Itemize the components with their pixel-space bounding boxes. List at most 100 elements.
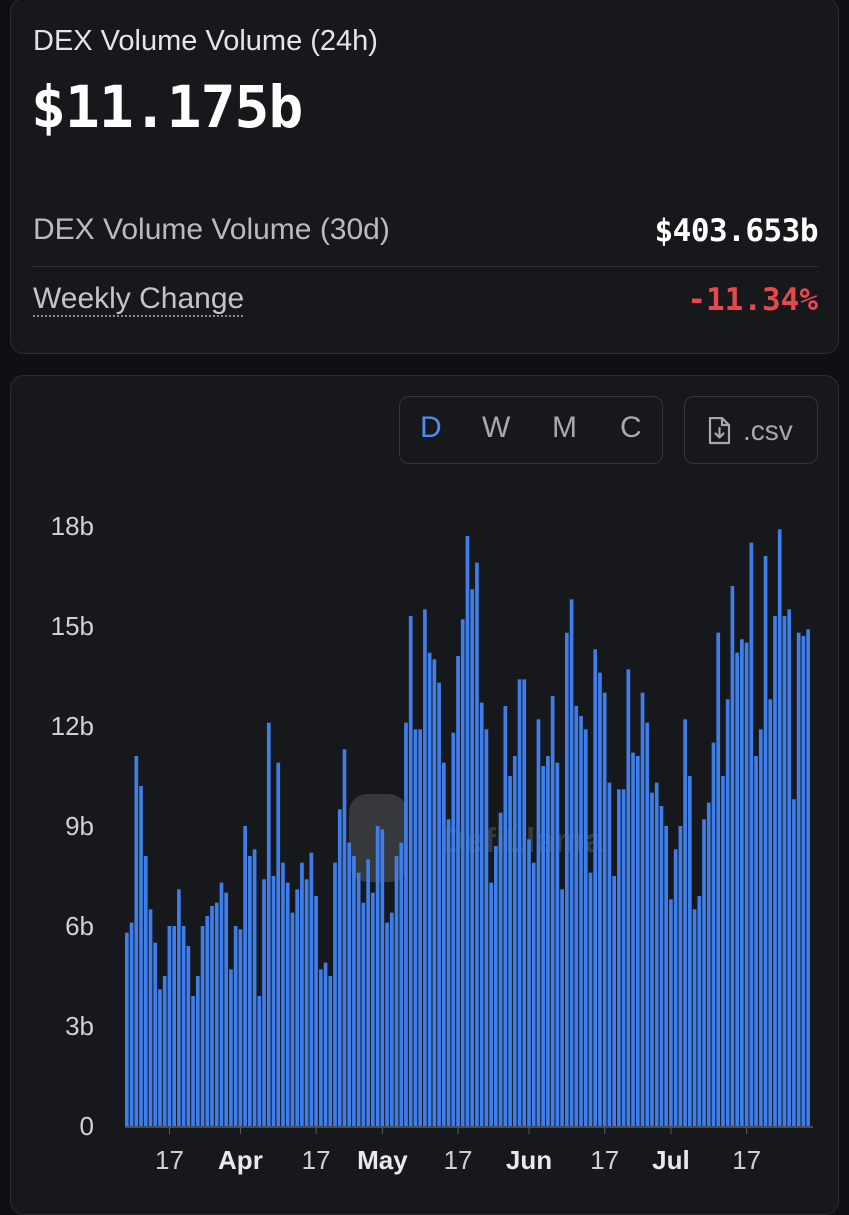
- bar[interactable]: [300, 862, 304, 1126]
- bar[interactable]: [437, 682, 441, 1126]
- bar[interactable]: [758, 729, 763, 1126]
- bar[interactable]: [517, 679, 522, 1126]
- bar[interactable]: [744, 642, 749, 1126]
- bar[interactable]: [290, 912, 295, 1126]
- bar[interactable]: [257, 996, 262, 1126]
- bar[interactable]: [806, 629, 810, 1126]
- bar[interactable]: [621, 789, 626, 1126]
- interval-monthly-button[interactable]: M: [552, 411, 577, 444]
- bar[interactable]: [186, 946, 191, 1126]
- interval-cumulative-button[interactable]: C: [620, 411, 642, 444]
- bar[interactable]: [721, 776, 725, 1126]
- interval-daily-button[interactable]: D: [420, 411, 442, 444]
- bar[interactable]: [583, 729, 588, 1126]
- bar[interactable]: [593, 649, 598, 1126]
- bar[interactable]: [484, 729, 489, 1126]
- bar[interactable]: [304, 879, 309, 1126]
- bar[interactable]: [546, 756, 550, 1126]
- bar[interactable]: [768, 699, 773, 1126]
- bar[interactable]: [640, 692, 645, 1126]
- bar[interactable]: [380, 829, 385, 1126]
- bar[interactable]: [158, 989, 162, 1126]
- bar[interactable]: [706, 802, 711, 1126]
- bar[interactable]: [607, 782, 612, 1126]
- bar[interactable]: [172, 926, 176, 1126]
- bar[interactable]: [134, 756, 139, 1126]
- bar[interactable]: [654, 782, 659, 1126]
- bar[interactable]: [598, 672, 602, 1126]
- bar[interactable]: [777, 529, 782, 1126]
- bar[interactable]: [337, 809, 342, 1126]
- bar[interactable]: [754, 756, 758, 1126]
- bar[interactable]: [361, 902, 366, 1126]
- bar[interactable]: [248, 856, 252, 1126]
- bar[interactable]: [413, 729, 418, 1126]
- bar[interactable]: [342, 749, 347, 1126]
- bar[interactable]: [285, 882, 290, 1126]
- bar[interactable]: [229, 969, 233, 1126]
- bar[interactable]: [451, 732, 456, 1126]
- bar[interactable]: [494, 846, 498, 1126]
- bar[interactable]: [347, 842, 352, 1126]
- bar[interactable]: [569, 599, 574, 1126]
- bar[interactable]: [191, 996, 195, 1126]
- bar[interactable]: [177, 889, 181, 1126]
- bar[interactable]: [503, 706, 508, 1126]
- bar[interactable]: [181, 926, 186, 1126]
- bar[interactable]: [375, 826, 380, 1126]
- bar[interactable]: [763, 556, 768, 1126]
- bar[interactable]: [749, 542, 754, 1126]
- bar[interactable]: [735, 652, 739, 1126]
- bar[interactable]: [522, 679, 527, 1126]
- bar[interactable]: [711, 742, 716, 1126]
- bar[interactable]: [333, 862, 337, 1126]
- bar[interactable]: [796, 632, 801, 1126]
- bar[interactable]: [238, 929, 243, 1126]
- bar[interactable]: [153, 942, 158, 1126]
- bar[interactable]: [512, 756, 517, 1126]
- bar[interactable]: [427, 652, 432, 1126]
- bar[interactable]: [266, 722, 271, 1126]
- bar[interactable]: [195, 976, 200, 1126]
- bar[interactable]: [441, 762, 446, 1126]
- bar[interactable]: [281, 862, 285, 1126]
- bar[interactable]: [276, 762, 281, 1126]
- bar[interactable]: [555, 762, 560, 1126]
- bar[interactable]: [602, 692, 607, 1126]
- bar[interactable]: [139, 786, 143, 1126]
- bar[interactable]: [531, 862, 536, 1126]
- bar[interactable]: [352, 856, 356, 1126]
- bar[interactable]: [418, 729, 423, 1126]
- bar[interactable]: [328, 976, 333, 1126]
- bar[interactable]: [678, 826, 683, 1126]
- bar[interactable]: [683, 719, 687, 1126]
- bar[interactable]: [214, 902, 219, 1126]
- bar[interactable]: [271, 876, 276, 1126]
- bar[interactable]: [588, 872, 593, 1126]
- bar[interactable]: [233, 926, 238, 1126]
- bar[interactable]: [465, 536, 470, 1126]
- bar[interactable]: [650, 792, 654, 1126]
- weekly-change-label[interactable]: Weekly Change: [33, 282, 245, 315]
- bar[interactable]: [673, 849, 678, 1126]
- bar[interactable]: [205, 916, 210, 1126]
- bar[interactable]: [631, 752, 635, 1126]
- bar[interactable]: [697, 896, 702, 1126]
- bar[interactable]: [385, 922, 389, 1126]
- bar[interactable]: [148, 909, 153, 1126]
- bar[interactable]: [687, 776, 692, 1126]
- bar[interactable]: [527, 839, 531, 1126]
- interval-weekly-button[interactable]: W: [482, 411, 511, 444]
- bar[interactable]: [243, 826, 247, 1126]
- bar[interactable]: [162, 976, 167, 1126]
- bar[interactable]: [659, 806, 664, 1126]
- bar[interactable]: [200, 926, 205, 1126]
- bar[interactable]: [456, 656, 460, 1126]
- bar[interactable]: [389, 912, 394, 1126]
- bar[interactable]: [716, 632, 721, 1126]
- bar[interactable]: [702, 819, 706, 1126]
- bar[interactable]: [782, 616, 787, 1126]
- bar[interactable]: [617, 789, 621, 1126]
- bar[interactable]: [432, 659, 437, 1126]
- bar[interactable]: [460, 619, 465, 1126]
